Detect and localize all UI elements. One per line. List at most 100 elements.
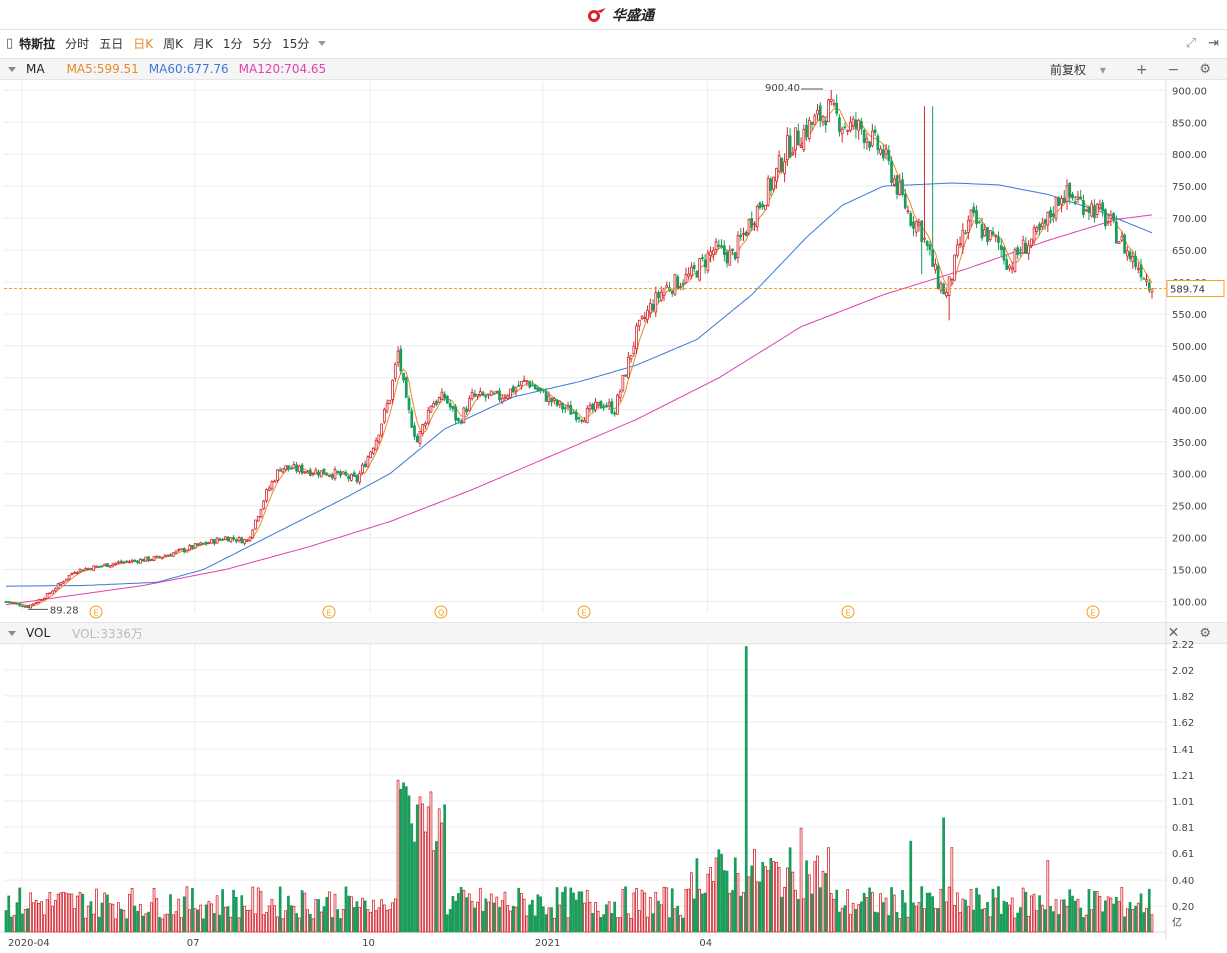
candle-body xyxy=(1057,197,1061,206)
candle-body xyxy=(26,605,30,609)
candle-body xyxy=(407,398,411,410)
tab-period[interactable]: 五日 xyxy=(99,37,124,51)
tab-period[interactable]: 日K xyxy=(133,37,154,51)
volume-bar xyxy=(73,908,76,933)
volume-bar xyxy=(12,914,16,933)
volume-bar xyxy=(1112,903,1115,933)
volume-bar xyxy=(1082,917,1085,933)
volume-bar xyxy=(218,914,222,933)
candle-body xyxy=(706,252,710,271)
candle-body xyxy=(983,229,987,237)
collapse-main-icon[interactable] xyxy=(8,66,16,72)
tab-period[interactable]: 周K xyxy=(163,37,183,51)
sidebar-toggle-icon[interactable]: ▯ xyxy=(6,36,14,51)
volume-bar xyxy=(465,897,468,933)
candle-body xyxy=(522,379,526,382)
candle-body xyxy=(1093,205,1096,219)
candle-body xyxy=(424,422,427,426)
candle-body xyxy=(1150,288,1154,293)
ma5-line xyxy=(5,107,1153,607)
volume-bar xyxy=(665,887,669,933)
adjust-select[interactable]: 前复权 ▾ xyxy=(1050,61,1116,78)
event-marker xyxy=(1086,605,1100,619)
volume-bar xyxy=(794,889,797,933)
collapse-vol-icon[interactable] xyxy=(8,630,16,636)
volume-bar xyxy=(476,901,479,933)
volume-bar xyxy=(1060,899,1063,933)
volume-bar xyxy=(358,907,362,933)
candle-body xyxy=(914,221,918,233)
fullscreen-icon[interactable]: ⤢ xyxy=(1185,36,1197,51)
candle-body xyxy=(533,384,537,390)
volume-bar xyxy=(1043,909,1047,933)
volume-bar xyxy=(947,886,951,933)
gear-icon[interactable]: ⚙ xyxy=(1199,625,1211,641)
tab-period[interactable]: 月K xyxy=(192,37,213,51)
price-tick-label: 800.00 xyxy=(1172,150,1207,161)
candle-body xyxy=(500,397,504,403)
volume-bar xyxy=(199,904,203,933)
candle-body xyxy=(698,258,701,281)
volume-bar xyxy=(780,896,784,933)
candle-body xyxy=(15,602,19,605)
candle-body xyxy=(133,560,137,562)
volume-bar xyxy=(651,913,655,933)
volume-bar xyxy=(857,904,861,933)
candle-body xyxy=(481,392,485,396)
candle-body xyxy=(478,391,482,396)
volume-bar xyxy=(130,887,134,933)
event-marker xyxy=(577,605,591,619)
close-icon[interactable]: ✕ xyxy=(1167,625,1180,641)
candle-body xyxy=(278,469,282,472)
volume-bar xyxy=(97,916,101,933)
volume-bar xyxy=(369,912,372,933)
ma-label[interactable]: MA xyxy=(26,62,45,76)
tab-period[interactable]: 分时 xyxy=(65,37,90,51)
tab-period[interactable]: 5分 xyxy=(252,37,273,51)
candle-body xyxy=(12,602,16,605)
candle-body xyxy=(1040,222,1044,227)
candle-body xyxy=(229,537,233,543)
volume-bar xyxy=(580,891,584,933)
volume-bar xyxy=(295,913,298,933)
volume-bar xyxy=(851,902,855,933)
volume-bar xyxy=(909,840,913,933)
volume-bar xyxy=(15,902,19,933)
candle-body xyxy=(51,590,54,594)
price-tick-label: 450.00 xyxy=(1172,374,1207,385)
candle-body xyxy=(766,177,770,206)
candle-body xyxy=(821,115,825,123)
tab-period[interactable]: 15分 xyxy=(282,37,310,51)
volume-bar xyxy=(489,893,493,933)
volume-bar xyxy=(108,903,112,933)
volume-bar xyxy=(733,857,737,933)
candle-body xyxy=(1043,219,1047,224)
tab-period[interactable]: 1分 xyxy=(222,37,243,51)
candle-body xyxy=(594,401,597,411)
volume-bar xyxy=(881,902,885,933)
vol-label[interactable]: VOL xyxy=(26,626,51,640)
minus-icon[interactable]: − xyxy=(1167,61,1180,78)
candle-body xyxy=(56,583,60,589)
candle-body xyxy=(221,538,224,541)
volume-bar xyxy=(122,909,126,933)
event-marker xyxy=(322,605,336,619)
gear-icon[interactable]: ⚙ xyxy=(1199,62,1211,77)
more-periods-icon[interactable] xyxy=(318,41,327,46)
add-icon[interactable]: + xyxy=(1135,61,1148,78)
volume-bar xyxy=(588,901,592,933)
volume-bar xyxy=(939,888,943,933)
candle-body xyxy=(569,405,573,415)
volume-bar xyxy=(1027,915,1030,933)
candle-body xyxy=(202,542,205,545)
volume-bar xyxy=(59,892,63,933)
volume-bar xyxy=(163,914,167,933)
volume-bar xyxy=(1134,905,1137,933)
expand-panel-icon[interactable]: ⇥ xyxy=(1208,36,1219,51)
volume-bar xyxy=(435,841,438,933)
volume-bar xyxy=(300,890,304,933)
volume-bar xyxy=(709,867,712,933)
candle-body xyxy=(358,473,362,483)
candle-body xyxy=(333,469,337,479)
